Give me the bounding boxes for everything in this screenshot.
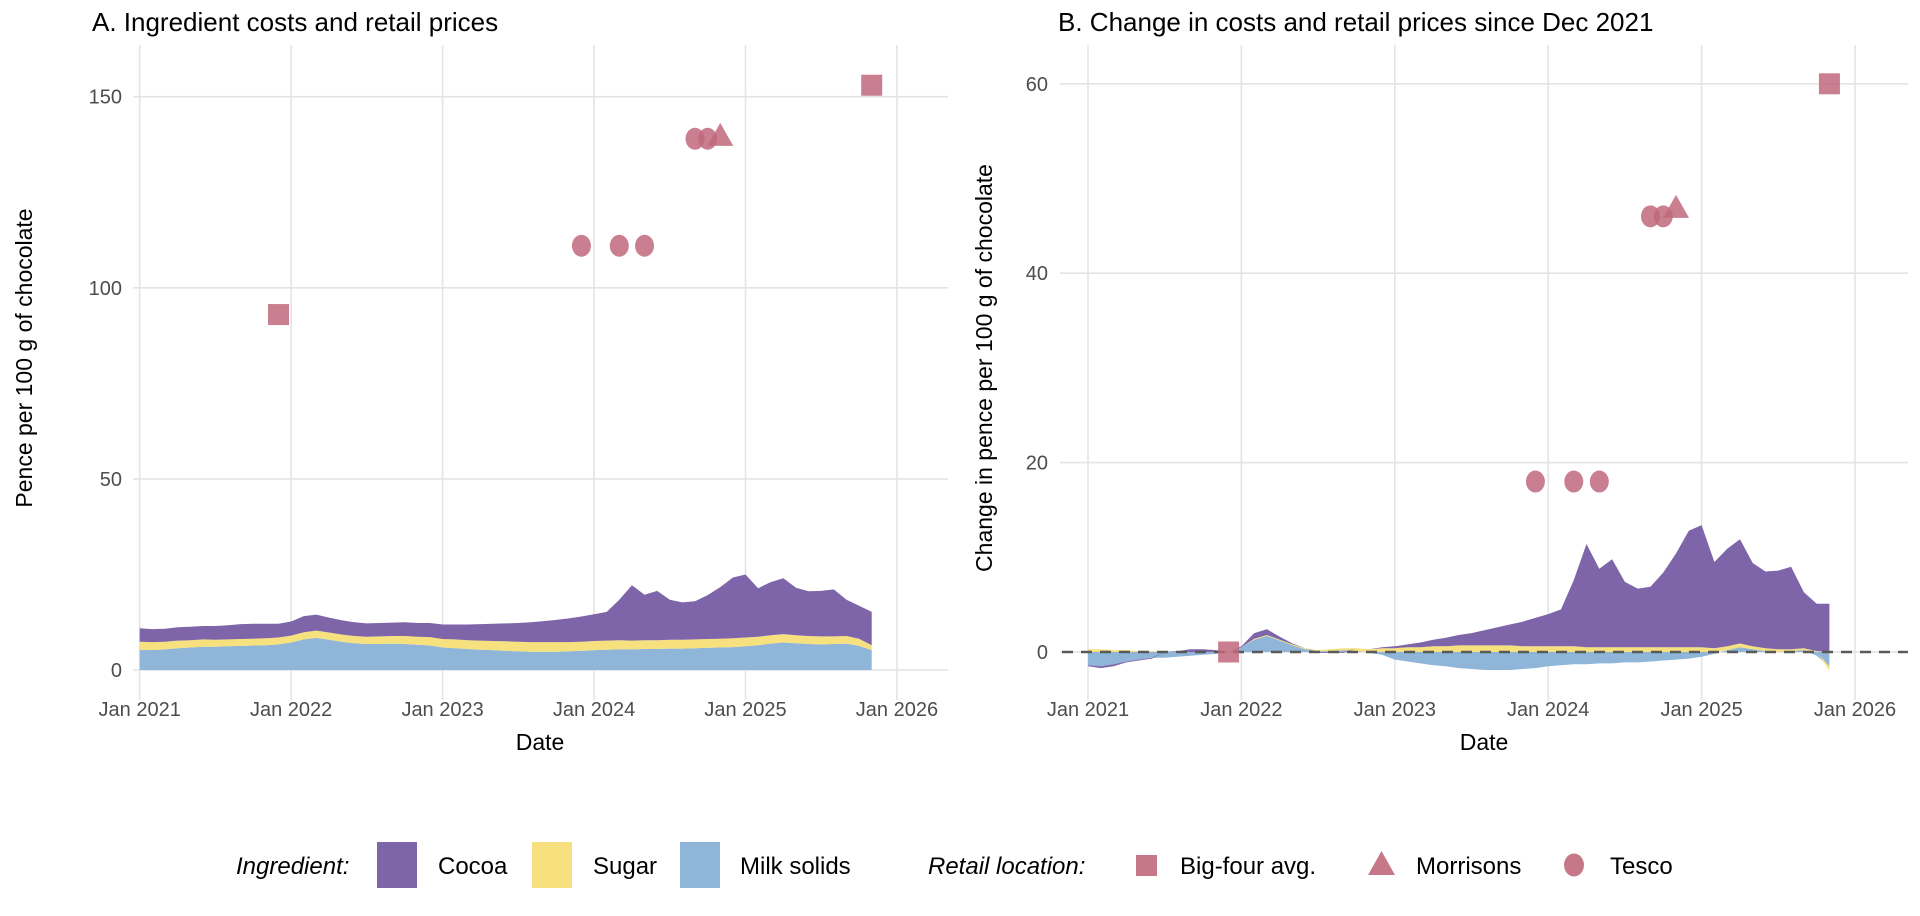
tick-labels: 0 20 40 60 Jan 2021 Jan 2022 Jan 2023 Jan 2024 J… <box>1026 74 1896 721</box>
point-tesco-circle <box>609 234 629 257</box>
area-cocoa <box>139 574 872 646</box>
point-big-four-square <box>1218 641 1240 663</box>
legend-retail-title: Retail location: <box>928 853 1085 880</box>
y-tick-label: 50 <box>100 469 122 491</box>
tesco-circle-icon <box>1564 853 1584 877</box>
legend: Ingredient: Cocoa Sugar Milk solids Reta… <box>236 842 1673 888</box>
x-tick-label: Jan 2023 <box>401 699 483 721</box>
point-big-four-square <box>861 74 883 96</box>
y-tick-label: 0 <box>111 660 122 682</box>
panel-a-y-axis-title: Pence per 100 g of chocolate <box>11 208 37 507</box>
legend-morrisons-label: Morrisons <box>1416 853 1521 880</box>
y-tick-label: 100 <box>89 278 122 300</box>
sugar-swatch-icon <box>532 842 572 888</box>
panel-a-title: A. Ingredient costs and retail prices <box>92 7 498 37</box>
y-tick-label: 0 <box>1037 642 1048 664</box>
legend-cocoa-label: Cocoa <box>438 853 508 880</box>
y-tick-label: 40 <box>1026 263 1048 285</box>
y-tick-label: 60 <box>1026 74 1048 96</box>
point-tesco-circle <box>1589 470 1609 493</box>
point-big-four-square <box>268 304 290 326</box>
point-tesco-circle <box>571 234 591 257</box>
area-milk <box>1088 635 1830 670</box>
panel-b-title: B. Change in costs and retail prices sin… <box>1058 7 1653 37</box>
x-tick-label: Jan 2026 <box>856 699 938 721</box>
x-tick-label: Jan 2022 <box>1200 699 1282 721</box>
retail-points <box>268 74 883 326</box>
legend-milk-label: Milk solids <box>740 853 851 880</box>
legend-ingredient-title: Ingredient: <box>236 853 349 880</box>
retail-points <box>1218 73 1840 663</box>
area-sugar <box>139 630 872 652</box>
panel-b-y-axis-title: Change in pence per 100 g of chocolate <box>971 164 997 572</box>
area-milk <box>139 637 872 670</box>
milk-swatch-icon <box>680 842 720 888</box>
x-tick-label: Jan 2022 <box>250 699 332 721</box>
legend-tesco-label: Tesco <box>1610 853 1673 880</box>
point-big-four-square <box>1818 73 1840 95</box>
big-four-square-icon <box>1136 855 1157 876</box>
point-tesco-circle <box>635 234 655 257</box>
panel-a: 0 50 100 150 Jan 2021 Jan 2022 Jan 2023 Jan 202… <box>89 45 948 721</box>
y-tick-label: 20 <box>1026 453 1048 475</box>
x-tick-label: Jan 2025 <box>704 699 786 721</box>
area-cocoa <box>1088 525 1830 669</box>
cocoa-swatch-icon <box>377 842 417 888</box>
legend-sugar-label: Sugar <box>593 853 657 880</box>
point-morrisons-triangle <box>707 122 734 146</box>
x-tick-label: Jan 2023 <box>1354 699 1436 721</box>
tick-labels: 0 50 100 150 Jan 2021 Jan 2022 Jan 2023 Jan 202… <box>89 87 938 721</box>
legend-big-four-label: Big-four avg. <box>1180 853 1316 880</box>
morrisons-triangle-icon <box>1368 851 1395 875</box>
x-tick-label: Jan 2024 <box>553 699 635 721</box>
x-tick-label: Jan 2024 <box>1507 699 1589 721</box>
panel-a-x-axis-title: Date <box>516 729 565 755</box>
point-tesco-circle <box>1564 470 1584 493</box>
x-tick-label: Jan 2021 <box>99 699 181 721</box>
panel-b-x-axis-title: Date <box>1460 729 1509 755</box>
point-morrisons-triangle <box>1663 194 1690 218</box>
x-tick-label: Jan 2026 <box>1814 699 1896 721</box>
point-tesco-circle <box>1525 470 1545 493</box>
x-tick-label: Jan 2021 <box>1047 699 1129 721</box>
panel-b: 0 20 40 60 Jan 2021 Jan 2022 Jan 2023 Jan 2024 J… <box>1026 45 1908 721</box>
y-tick-label: 150 <box>89 87 122 109</box>
x-tick-label: Jan 2025 <box>1660 699 1742 721</box>
